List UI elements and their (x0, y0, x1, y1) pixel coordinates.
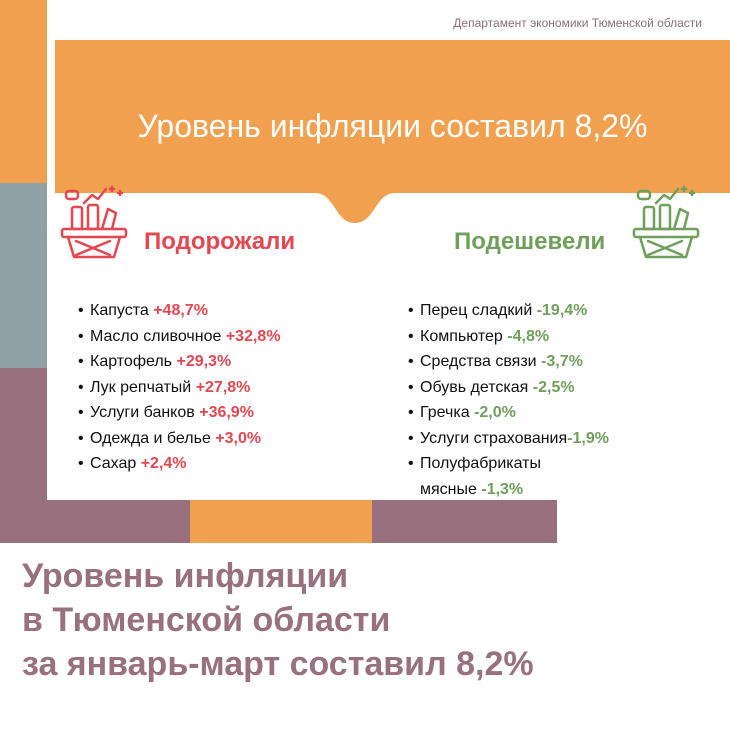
list-item: Компьютер -4,8% (408, 324, 609, 350)
decor-orange-left (0, 0, 47, 183)
decor-gray-left (0, 183, 47, 368)
headline-line: в Тюменской области (22, 601, 391, 639)
headline: Уровень инфляции в Тюменской области за … (22, 554, 534, 686)
source-label: Департамент экономики Тюменской области (453, 16, 702, 30)
banner-title: Уровень инфляции составил 8,2% (137, 108, 648, 144)
list-item: Обувь детская -2,5% (408, 375, 609, 401)
banner-notch (55, 183, 730, 223)
list-item: Услуги банков +36,9% (78, 400, 281, 426)
decreased-title: Подешевели (454, 228, 606, 255)
list-item: Лук репчатый +27,8% (78, 375, 281, 401)
title-banner (55, 40, 730, 183)
increased-list: Капуста +48,7% Масло сливочное +32,8% Ка… (78, 298, 281, 477)
headline-line: Уровень инфляции (22, 557, 349, 595)
list-item: Капуста +48,7% (78, 298, 281, 324)
increased-title: Подорожали (144, 228, 296, 255)
list-item: Средства связи -3,7% (408, 349, 609, 375)
list-item: Гречка -2,0% (408, 400, 609, 426)
shopping-basket-icon (60, 185, 128, 259)
shopping-basket-icon (632, 185, 700, 259)
headline-line: за январь-март составил 8,2% (22, 645, 534, 683)
list-item: Картофель +29,3% (78, 349, 281, 375)
list-item: Услуги страхования-1,9% (408, 426, 609, 452)
list-item: Масло сливочное +32,8% (78, 324, 281, 350)
decor-orange-bottom (190, 500, 372, 543)
list-item: Перец сладкий -19,4% (408, 298, 609, 324)
list-item: Одежда и белье +3,0% (78, 426, 281, 452)
decor-purple-bottom (372, 500, 557, 543)
list-item: Сахар +2,4% (78, 451, 281, 477)
decreased-list: Перец сладкий -19,4% Компьютер -4,8% Сре… (408, 298, 609, 502)
